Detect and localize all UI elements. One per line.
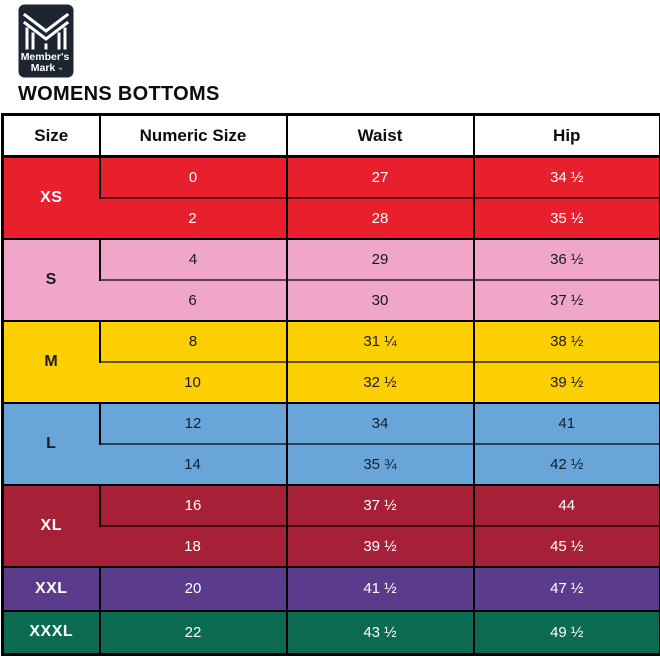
- table-row: 18 39 ½ 45 ½: [3, 524, 660, 567]
- numeric-size-cell: 12: [98, 401, 287, 444]
- waist-cell: 34: [285, 401, 474, 444]
- hip-cell: 45 ½: [472, 524, 660, 567]
- size-label-xs: XS: [2, 155, 100, 239]
- waist-cell: 39 ½: [285, 524, 474, 567]
- size-label-xxxl: XXXL: [2, 609, 100, 655]
- size-table: Size Numeric Size Waist Hip XS 0 27 34 ½ 2 28…: [1, 113, 660, 656]
- numeric-size-cell: 16: [98, 483, 287, 526]
- numeric-size-cell: 8: [98, 319, 287, 362]
- waist-cell: 32 ½: [285, 360, 474, 403]
- numeric-size-cell: 22: [98, 609, 287, 655]
- numeric-size-cell: 2: [99, 196, 287, 239]
- size-label-xxl: XXL: [2, 565, 100, 611]
- numeric-size-cell: 20: [98, 565, 287, 611]
- table-row: 14 35 ¾ 42 ½: [3, 442, 660, 485]
- size-table-body: XS 0 27 34 ½ 2 28 35 ½ S 4 29 36 ½ 6 30 37 ½ M 8 31 ¼ 38 …: [2, 155, 660, 655]
- logo-text-line1: Member's: [21, 51, 70, 63]
- table-row: XL 16 37 ½ 44: [2, 483, 660, 567]
- numeric-size-cell: 6: [99, 278, 287, 321]
- hip-cell: 44: [472, 483, 660, 526]
- hip-cell: 49 ½: [472, 609, 660, 655]
- hip-cell: 41: [472, 401, 660, 444]
- waist-cell: 35 ¾: [285, 442, 474, 485]
- page-title: WOMENS BOTTOMS: [18, 83, 220, 105]
- table-row: S 4 29 36 ½: [2, 237, 660, 321]
- header-waist: Waist: [285, 114, 474, 158]
- header-row: Size Numeric Size Waist Hip: [2, 114, 660, 158]
- waist-cell: 41 ½: [285, 565, 474, 611]
- logo-trademark: ™: [58, 67, 63, 72]
- waist-cell: 30: [285, 278, 474, 321]
- waist-cell: 28: [285, 196, 474, 239]
- size-label-m: M: [2, 319, 100, 403]
- table-row: 10 32 ½ 39 ½: [3, 360, 660, 403]
- hip-cell: 35 ½: [472, 196, 660, 239]
- size-table-header: Size Numeric Size Waist Hip: [2, 114, 660, 158]
- hip-cell: 47 ½: [472, 565, 660, 611]
- size-label-xl: XL: [2, 483, 100, 567]
- size-label-s: S: [2, 237, 100, 321]
- table-row: M 8 31 ¼ 38 ½: [2, 319, 660, 403]
- table-row: XXXL 22 43 ½ 49 ½: [2, 609, 660, 655]
- waist-cell: 37 ½: [285, 483, 474, 526]
- numeric-size-cell: 4: [98, 237, 287, 280]
- members-mark-logo: Member's Mark ™: [18, 4, 74, 78]
- table-row: 2 28 35 ½: [3, 196, 660, 239]
- header-numeric-size: Numeric Size: [98, 114, 287, 158]
- waist-cell: 27: [285, 155, 474, 198]
- waist-cell: 43 ½: [285, 609, 474, 655]
- hip-cell: 37 ½: [472, 278, 660, 321]
- hip-cell: 38 ½: [472, 319, 660, 362]
- header-size: Size: [2, 114, 100, 158]
- hip-cell: 42 ½: [472, 442, 660, 485]
- logo-text-line2: Mark: [31, 62, 56, 74]
- hip-cell: 34 ½: [472, 155, 660, 198]
- numeric-size-cell: 14: [99, 442, 287, 485]
- members-mark-logo-icon: Member's Mark ™: [18, 4, 74, 78]
- header-hip: Hip: [472, 114, 660, 158]
- hip-cell: 36 ½: [472, 237, 660, 280]
- waist-cell: 31 ¼: [285, 319, 474, 362]
- numeric-size-cell: 10: [99, 360, 287, 403]
- table-row: 6 30 37 ½: [3, 278, 660, 321]
- size-label-l: L: [2, 401, 100, 485]
- table-row: XXL 20 41 ½ 47 ½: [2, 565, 660, 611]
- numeric-size-cell: 18: [99, 524, 287, 567]
- numeric-size-cell: 0: [98, 155, 287, 198]
- hip-cell: 39 ½: [472, 360, 660, 403]
- table-row: XS 0 27 34 ½: [2, 155, 660, 239]
- waist-cell: 29: [285, 237, 474, 280]
- table-row: L 12 34 41: [2, 401, 660, 485]
